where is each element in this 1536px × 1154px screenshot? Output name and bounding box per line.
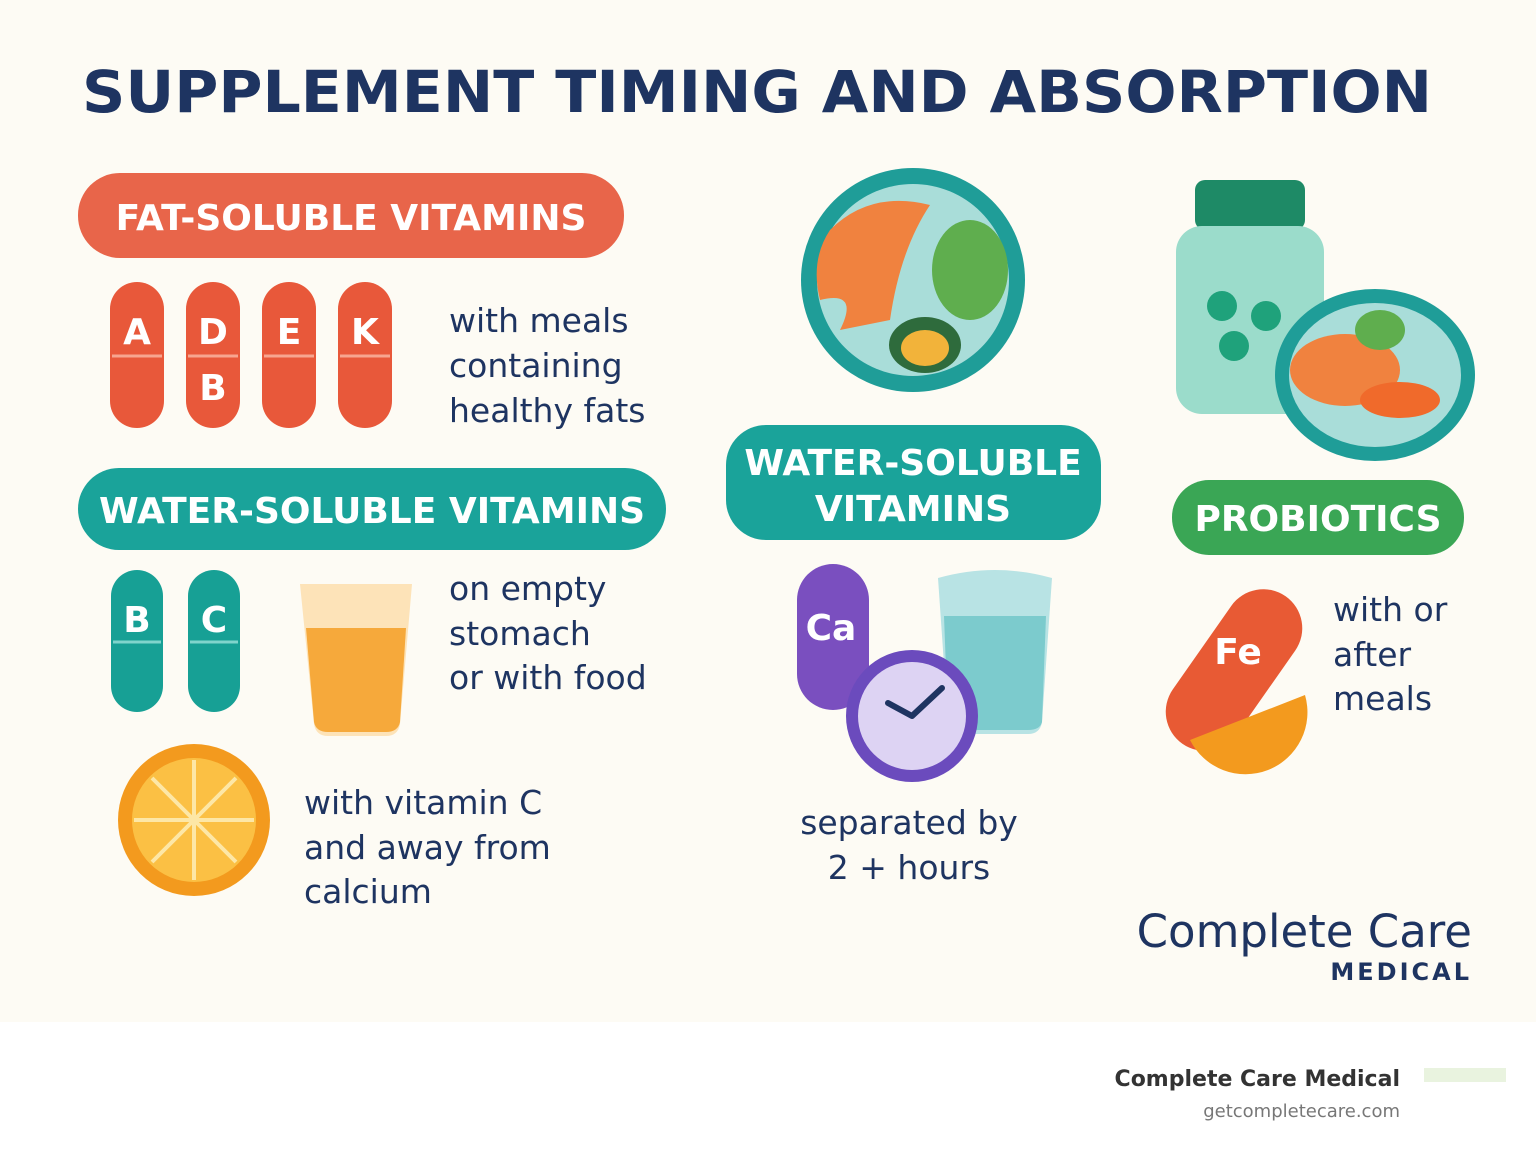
- caption: and away from: [304, 828, 551, 867]
- pill-label: B: [123, 600, 150, 641]
- badge: [78, 173, 624, 258]
- carrots: [1360, 382, 1440, 418]
- pill-label: Ca: [806, 608, 857, 649]
- clock-hands: [885, 685, 945, 719]
- greens: [932, 220, 1008, 320]
- pill-label: A: [123, 312, 151, 353]
- badge: [78, 468, 666, 550]
- pill-label: E: [277, 312, 302, 353]
- caption: stomach: [449, 614, 591, 653]
- caption: containing: [449, 346, 623, 385]
- footer-logo: [1424, 1068, 1506, 1082]
- orange-slice: [1190, 695, 1308, 775]
- footer-url: getcompletecare.com: [1203, 1101, 1400, 1122]
- badge: [1172, 480, 1464, 555]
- caption: with or: [1333, 590, 1448, 629]
- caption: after: [1333, 635, 1412, 674]
- orange-segments: [134, 760, 254, 880]
- badge-text: VITAMINS: [815, 489, 1011, 530]
- pill: [797, 564, 869, 710]
- footer-name: Complete Care Medical: [1115, 1067, 1400, 1092]
- caption: healthy fats: [449, 391, 645, 430]
- caption: calcium: [304, 872, 432, 911]
- caption: or with food: [449, 658, 647, 697]
- caption: 2 + hours: [828, 848, 990, 887]
- caption: with vitamin C: [304, 783, 542, 822]
- caption: meals: [1333, 679, 1432, 718]
- brand-sub: MEDICAL: [1330, 958, 1472, 986]
- pill-label: D: [198, 312, 228, 353]
- badge-text: WATER-SOLUBLE VITAMINS: [99, 491, 645, 532]
- badge-text: PROBIOTICS: [1194, 499, 1441, 540]
- greens: [1355, 310, 1405, 350]
- badge-text: WATER-SOLUBLE: [744, 443, 1081, 484]
- caption: separated by: [800, 803, 1018, 842]
- brand-name: Complete Care: [1137, 905, 1472, 958]
- badge-text: FAT-SOLUBLE VITAMINS: [116, 198, 587, 239]
- badge: [726, 425, 1101, 540]
- bottle-cap: [1195, 180, 1305, 230]
- juice: [306, 628, 406, 732]
- pill: [1165, 589, 1303, 751]
- pill-label: C: [201, 600, 227, 641]
- salmon: [816, 200, 930, 330]
- bottle-dots: [1207, 291, 1281, 361]
- title: SUPPLEMENT TIMING AND ABSORPTION: [82, 58, 1432, 126]
- pill-label: B: [199, 368, 226, 409]
- avocado-seed: [901, 330, 949, 366]
- caption: on empty: [449, 569, 606, 608]
- pill-label: Fe: [1214, 632, 1262, 673]
- caption: with meals: [449, 301, 629, 340]
- pill-label: K: [351, 312, 380, 353]
